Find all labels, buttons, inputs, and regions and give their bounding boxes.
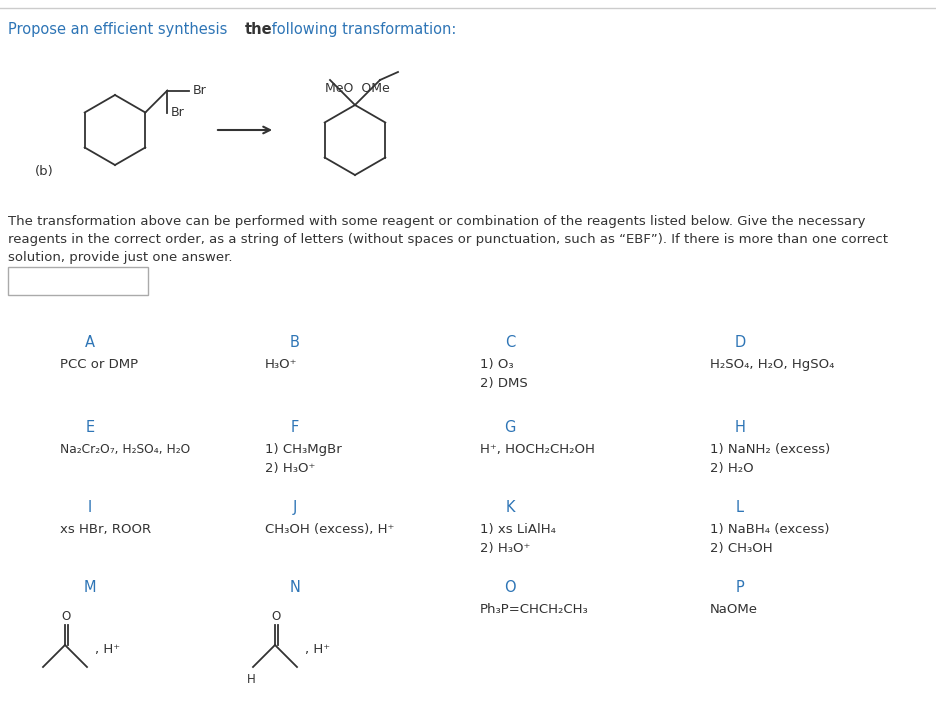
- Text: H: H: [734, 420, 745, 435]
- Text: I: I: [88, 500, 92, 515]
- Bar: [8, 267, 148, 295]
- Text: O: O: [504, 580, 515, 595]
- Text: following transformation:: following transformation:: [267, 22, 456, 37]
- Text: N: N: [289, 580, 300, 595]
- Text: K: K: [505, 500, 514, 515]
- Text: xs HBr, ROOR: xs HBr, ROOR: [60, 523, 151, 536]
- Text: D: D: [734, 335, 745, 350]
- Text: 1) NaNH₂ (excess)
2) H₂O: 1) NaNH₂ (excess) 2) H₂O: [709, 443, 829, 475]
- Text: B: B: [290, 335, 300, 350]
- Text: H: H: [246, 673, 256, 686]
- Text: E: E: [85, 420, 95, 435]
- Text: G: G: [504, 420, 515, 435]
- Text: 1) NaBH₄ (excess)
2) CH₃OH: 1) NaBH₄ (excess) 2) CH₃OH: [709, 523, 828, 555]
- Text: Br: Br: [170, 106, 183, 119]
- Text: H₃O⁺: H₃O⁺: [265, 358, 298, 371]
- Text: A: A: [85, 335, 95, 350]
- Text: Propose an efficient synthesis: Propose an efficient synthesis: [8, 22, 232, 37]
- Text: L: L: [735, 500, 743, 515]
- Text: The transformation above can be performed with some reagent or combination of th: The transformation above can be performe…: [8, 215, 865, 228]
- Text: H⁺, HOCH₂CH₂OH: H⁺, HOCH₂CH₂OH: [479, 443, 594, 456]
- Text: H₂SO₄, H₂O, HgSO₄: H₂SO₄, H₂O, HgSO₄: [709, 358, 833, 371]
- Text: , H⁺: , H⁺: [95, 643, 120, 657]
- Text: Na₂Cr₂O₇, H₂SO₄, H₂O: Na₂Cr₂O₇, H₂SO₄, H₂O: [60, 443, 190, 456]
- Text: Ph₃P=CHCH₂CH₃: Ph₃P=CHCH₂CH₃: [479, 603, 588, 616]
- Text: Br: Br: [192, 84, 206, 97]
- Text: 1) xs LiAlH₄
2) H₃O⁺: 1) xs LiAlH₄ 2) H₃O⁺: [479, 523, 555, 555]
- Text: the: the: [244, 22, 272, 37]
- Text: M: M: [83, 580, 96, 595]
- Text: (b): (b): [35, 165, 53, 178]
- Text: 1) CH₃MgBr
2) H₃O⁺: 1) CH₃MgBr 2) H₃O⁺: [265, 443, 342, 475]
- Text: 1) O₃
2) DMS: 1) O₃ 2) DMS: [479, 358, 527, 390]
- Text: solution, provide just one answer.: solution, provide just one answer.: [8, 251, 232, 264]
- Text: NaOMe: NaOMe: [709, 603, 757, 616]
- Text: C: C: [505, 335, 515, 350]
- Text: O: O: [62, 610, 71, 623]
- Text: F: F: [290, 420, 299, 435]
- Text: O: O: [271, 610, 281, 623]
- Text: PCC or DMP: PCC or DMP: [60, 358, 138, 371]
- Text: P: P: [735, 580, 743, 595]
- Text: MeO  OMe: MeO OMe: [324, 82, 389, 95]
- Text: reagents in the correct order, as a string of letters (without spaces or punctua: reagents in the correct order, as a stri…: [8, 233, 887, 246]
- Text: J: J: [292, 500, 297, 515]
- Text: , H⁺: , H⁺: [305, 643, 329, 657]
- Text: CH₃OH (excess), H⁺: CH₃OH (excess), H⁺: [265, 523, 394, 536]
